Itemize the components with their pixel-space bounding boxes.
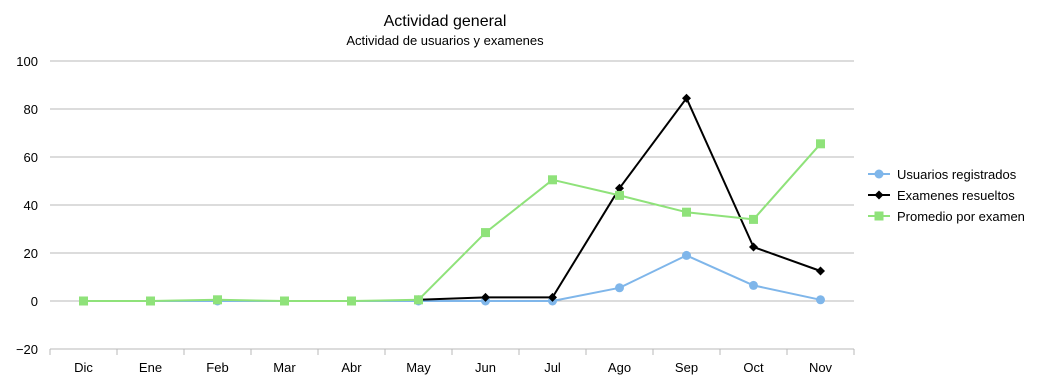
series-line [83,254,821,302]
data-point [615,190,624,200]
data-point [816,266,825,276]
data-point [280,296,289,306]
x-tick-label: Jun [475,360,496,375]
y-tick-label: 60 [24,150,38,165]
x-tick-label: Feb [206,360,228,375]
chart-title: Actividad general [384,13,507,30]
chart-subtitle: Actividad de usuarios y examenes [346,33,544,48]
data-point [615,183,624,193]
data-point [481,292,490,302]
legend-item: Usuarios registrados [868,167,1017,182]
data-point [548,175,557,185]
y-tick-label: 20 [24,246,38,261]
x-tick-label: Mar [273,360,296,375]
y-tick-label: 100 [16,54,38,69]
series-group [79,93,825,306]
gridlines [50,60,854,350]
legend-marker [874,211,884,221]
data-point [682,250,691,260]
y-tick-label: 0 [31,294,38,309]
data-point [347,296,356,306]
series-promedio-por-examen [79,139,825,306]
data-point [682,93,691,103]
x-tick-label: Nov [809,360,833,375]
data-point [682,207,691,217]
series-line [83,143,822,302]
legend-label: Promedio por examen [897,209,1025,224]
data-point [816,139,825,149]
legend-item: Examenes resueltos [868,188,1015,203]
data-point [749,242,758,252]
legend-label: Usuarios registrados [897,167,1017,182]
series-examenes-resueltos [414,93,825,305]
y-tick-label: 80 [24,102,38,117]
x-tick-label: Jul [544,360,561,375]
x-tick-label: Abr [341,360,362,375]
legend-marker [874,169,884,179]
y-tick-label: 40 [24,198,38,213]
x-tick-label: Ago [608,360,631,375]
data-point [481,228,490,238]
data-point [816,295,825,305]
legend-label: Examenes resueltos [897,188,1015,203]
x-axis: Dic Ene Feb Mar Abr May Jun Jul Ago Sep Oct Nov [49,349,855,375]
data-point [615,283,624,293]
series-usuarios-registrados [79,250,825,306]
x-tick-label: May [406,360,431,375]
x-tick-label: Sep [675,360,698,375]
legend-item: Promedio por examen [868,209,1025,224]
legend-marker [874,190,884,200]
data-point [414,295,423,305]
y-tick-label: −20 [16,342,38,357]
data-point [213,295,222,305]
x-tick-label: Oct [743,360,764,375]
legend: Usuarios registrados Examenes resueltos Pr… [868,167,1025,224]
data-point [79,296,88,306]
x-tick-label: Ene [139,360,162,375]
data-point [749,214,758,224]
y-axis: −20 0 20 40 60 80 100 [16,54,38,357]
data-point [749,280,758,290]
data-point [146,296,155,306]
x-tick-label: Dic [74,360,93,375]
data-point [548,292,557,302]
